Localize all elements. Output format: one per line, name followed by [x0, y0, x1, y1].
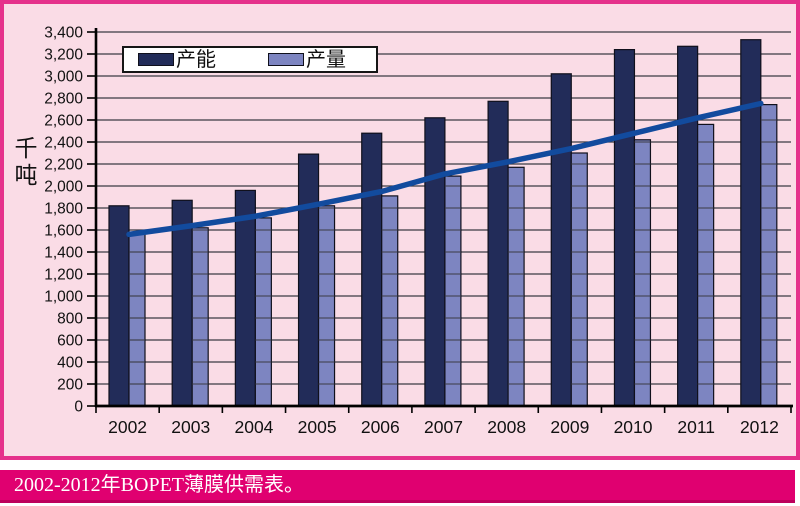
svg-text:200: 200	[57, 377, 83, 394]
production-bar-2011	[697, 123, 715, 407]
svg-text:600: 600	[57, 333, 83, 350]
x-axis-ticks	[95, 406, 792, 413]
svg-text:2008: 2008	[487, 417, 526, 437]
capacity-bar-2006	[361, 132, 383, 407]
svg-text:2011: 2011	[677, 417, 715, 437]
trend-line	[126, 100, 764, 238]
capacity-swatch-icon	[138, 53, 174, 66]
svg-text:3,200: 3,200	[44, 47, 83, 64]
capacity-bar-2002	[108, 205, 130, 407]
capacity-bar-2005	[297, 153, 320, 407]
svg-text:3,000: 3,000	[44, 69, 83, 86]
axes	[94, 28, 793, 408]
production-bar-2009	[570, 152, 588, 407]
production-bar-2012	[760, 103, 778, 407]
svg-text:2,200: 2,200	[44, 157, 83, 174]
capacity-bar-2004	[234, 189, 256, 407]
svg-text:1,800: 1,800	[44, 201, 83, 218]
production-bars	[128, 103, 778, 407]
capacity-bar-2011	[677, 45, 699, 407]
y-tick-labels: 0 200 400 600 800 1,000 1,200 1,400 1,600 1,800 2,…	[44, 25, 83, 416]
production-swatch-icon	[268, 53, 304, 66]
legend-label-production: 产量	[306, 48, 346, 71]
chart-panel: 0 200 400 600 800 1,000 1,200 1,400 1,600 1,800 2,…	[0, 0, 800, 460]
production-bar-2008	[507, 166, 525, 407]
svg-text:0: 0	[74, 399, 83, 416]
svg-text:2004: 2004	[234, 417, 273, 437]
supply-demand-bar-chart: 0 200 400 600 800 1,000 1,200 1,400 1,600 1,800 2,…	[44, 25, 793, 437]
svg-text:2,600: 2,600	[44, 113, 83, 130]
caption-text: 2002-2012年BOPET薄膜供需表。	[14, 474, 304, 496]
production-bar-2005	[317, 205, 336, 407]
x-tick-labels: 2002 2003 2004 2005 2006 2007 2008 2009 2010 2011…	[108, 417, 779, 437]
production-bar-2002	[128, 232, 146, 407]
svg-text:2012: 2012	[740, 417, 779, 437]
svg-text:2010: 2010	[614, 417, 653, 437]
svg-text:2002: 2002	[108, 417, 147, 437]
svg-text:2,400: 2,400	[44, 135, 83, 152]
y-axis-title: 千吨	[11, 136, 36, 190]
capacity-bar-2009	[550, 73, 572, 407]
caption-bar: 2002-2012年BOPET薄膜供需表。	[0, 470, 795, 503]
production-bar-2006	[381, 195, 399, 407]
capacity-bar-2003	[171, 199, 193, 407]
capacity-bar-2007	[424, 117, 446, 407]
production-bar-2010	[633, 139, 652, 407]
svg-text:1,200: 1,200	[44, 267, 83, 284]
svg-text:800: 800	[57, 311, 83, 328]
svg-text:3,400: 3,400	[44, 25, 83, 42]
capacity-bar-2008	[487, 100, 509, 407]
svg-text:2009: 2009	[550, 417, 589, 437]
legend: 产能 产量	[122, 46, 378, 73]
capacity-bar-2010	[613, 48, 636, 407]
svg-text:1,400: 1,400	[44, 245, 83, 262]
gridlines-over-production-bars	[129, 119, 777, 385]
svg-text:1,600: 1,600	[44, 223, 83, 240]
svg-text:400: 400	[57, 355, 83, 372]
svg-text:2003: 2003	[171, 417, 210, 437]
svg-text:2006: 2006	[361, 417, 400, 437]
svg-text:2005: 2005	[298, 417, 337, 437]
svg-text:2007: 2007	[424, 417, 463, 437]
svg-text:2,800: 2,800	[44, 91, 83, 108]
y-axis-ticks	[87, 31, 96, 407]
svg-text:2,000: 2,000	[44, 179, 83, 196]
capacity-bar-2012	[740, 39, 762, 407]
legend-label-capacity: 产能	[176, 48, 216, 71]
svg-text:1,000: 1,000	[44, 289, 83, 306]
production-bar-2004	[254, 217, 272, 407]
production-bar-2003	[191, 227, 209, 407]
production-bar-2007	[444, 175, 462, 407]
